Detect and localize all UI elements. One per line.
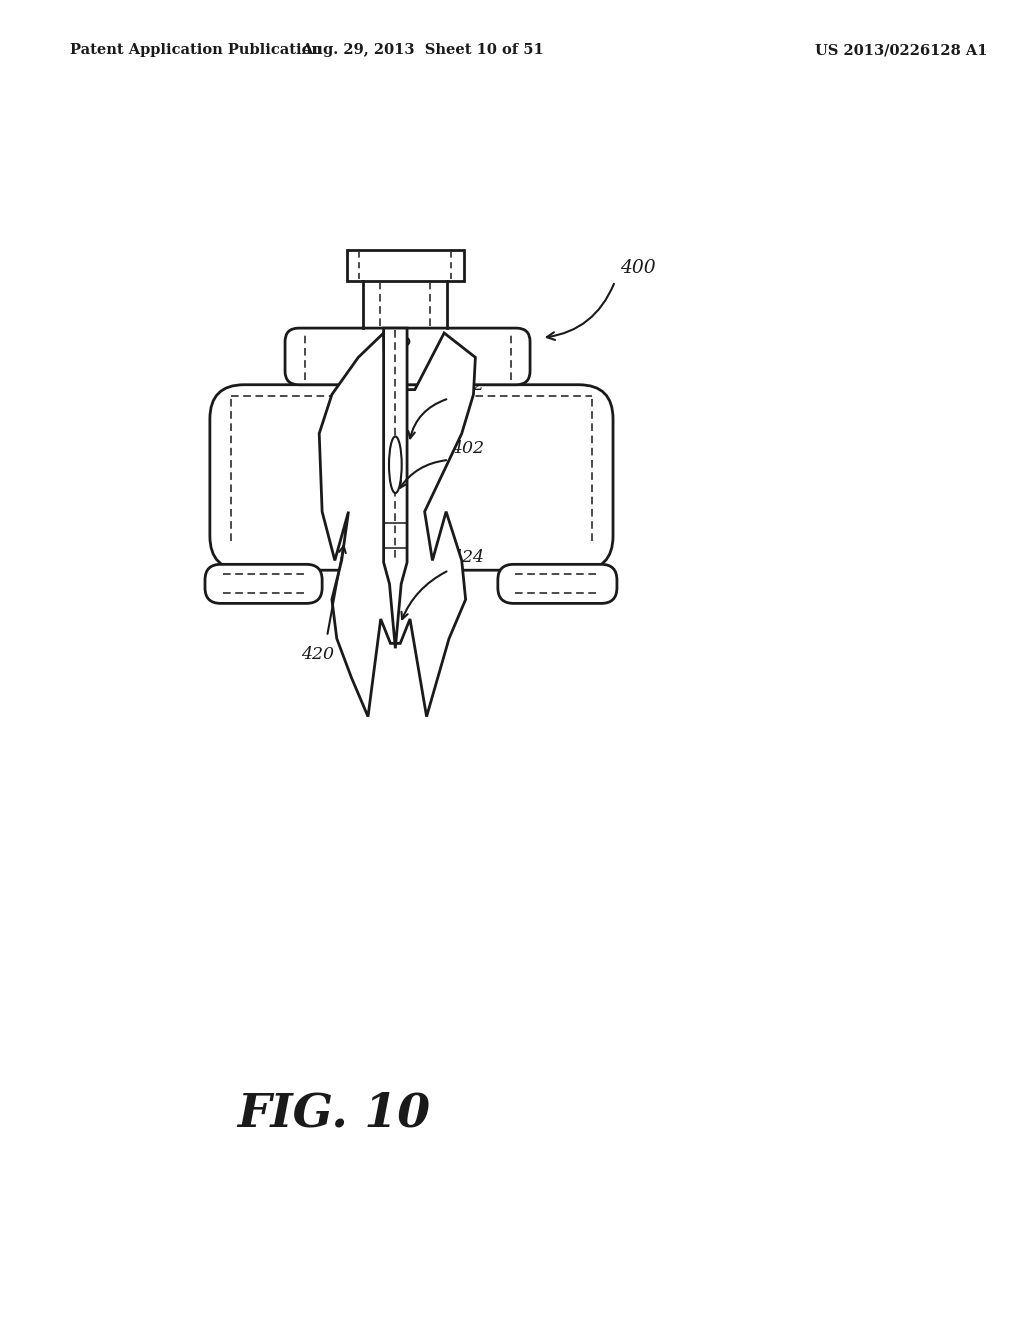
Text: 400: 400 [620, 259, 655, 277]
FancyBboxPatch shape [210, 384, 613, 570]
Polygon shape [384, 329, 408, 648]
Polygon shape [319, 333, 475, 717]
Text: Patent Application Publication: Patent Application Publication [71, 44, 323, 57]
Text: Aug. 29, 2013  Sheet 10 of 51: Aug. 29, 2013 Sheet 10 of 51 [301, 44, 544, 57]
Ellipse shape [389, 437, 401, 494]
Text: US 2013/0226128 A1: US 2013/0226128 A1 [815, 44, 987, 57]
Text: 424: 424 [451, 549, 484, 566]
Text: 420: 420 [301, 647, 334, 664]
Text: 422: 422 [451, 378, 484, 395]
Text: 402: 402 [451, 440, 484, 457]
FancyBboxPatch shape [285, 329, 530, 384]
Bar [346, 249, 464, 281]
FancyBboxPatch shape [205, 565, 323, 603]
FancyBboxPatch shape [498, 565, 616, 603]
Text: FIG. 10: FIG. 10 [238, 1090, 430, 1137]
